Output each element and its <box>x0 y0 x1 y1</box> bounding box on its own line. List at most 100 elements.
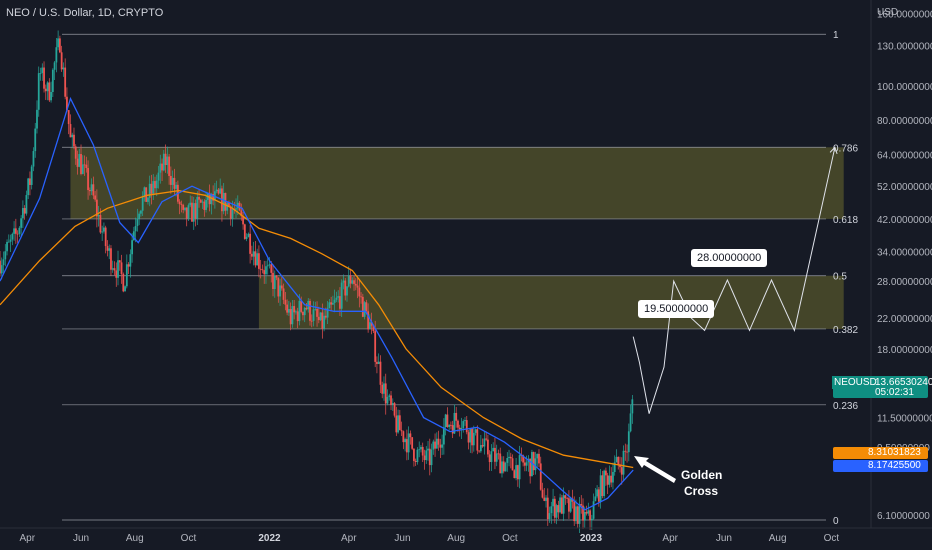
candle-body-135 <box>236 202 239 209</box>
candle-body-39 <box>67 110 70 125</box>
candle-body-232 <box>407 433 410 453</box>
candle-body-69 <box>120 262 123 274</box>
candle-body-66 <box>115 270 118 278</box>
candle-body-106 <box>185 207 188 219</box>
candle-body-194 <box>340 282 343 309</box>
candle-body-97 <box>169 175 172 185</box>
candle-body-13 <box>21 208 24 219</box>
candle-body-91 <box>159 163 162 173</box>
candle-body-139 <box>243 224 246 239</box>
candle-body-158 <box>277 277 280 297</box>
candle-body-44 <box>76 158 79 167</box>
candle-body-70 <box>122 273 125 292</box>
candle-body-190 <box>333 299 336 303</box>
candle-body-195 <box>342 280 345 283</box>
candle-body-201 <box>353 280 355 284</box>
candle-body-225 <box>395 415 398 433</box>
candle-body-220 <box>386 396 389 404</box>
candle-body-214 <box>376 361 378 365</box>
candle-body-74 <box>129 254 132 267</box>
candle-body-343 <box>603 470 606 496</box>
bar-countdown: 05:02:31 <box>875 387 914 398</box>
candle-body-245 <box>430 449 433 466</box>
candle-body-250 <box>439 444 442 448</box>
candle-body-266 <box>467 432 470 443</box>
candle-body-64 <box>111 268 114 270</box>
candle-body-233 <box>409 433 412 438</box>
fib-zones <box>70 147 844 329</box>
candle-body-272 <box>478 450 480 452</box>
candle-body-30 <box>51 69 54 92</box>
candle-body-226 <box>397 415 399 433</box>
fib-label-1: 0.786 <box>833 143 858 154</box>
candle-body-251 <box>441 444 444 448</box>
candle-body-322 <box>566 498 569 499</box>
candle-body-344 <box>605 470 607 476</box>
candle-body-128 <box>224 192 227 211</box>
candle-body-131 <box>229 206 232 219</box>
candle-body-71 <box>124 286 126 292</box>
candle-body-130 <box>228 202 230 207</box>
candle-body-51 <box>88 190 91 192</box>
candle-body-275 <box>483 438 486 447</box>
candle-body-10 <box>16 233 19 235</box>
candle-body-172 <box>302 311 304 316</box>
fib-zone-1 <box>258 275 844 329</box>
candle-body-103 <box>180 204 183 205</box>
candle-body-177 <box>310 320 313 322</box>
candle-body-302 <box>531 452 533 477</box>
candle-body-108 <box>189 202 192 206</box>
currency-label: USD <box>877 7 899 18</box>
candle-body-192 <box>337 296 340 298</box>
candle-body-292 <box>513 470 516 479</box>
candle-body-83 <box>145 187 148 202</box>
price-axis: 160.00000000 130.00000000 100.00000000 80.0… <box>877 10 932 522</box>
candle-body-41 <box>71 134 74 138</box>
candle-body-202 <box>354 283 357 286</box>
candle-body-92 <box>161 163 163 171</box>
candle-body-263 <box>462 421 465 428</box>
candle-body-86 <box>150 183 153 194</box>
candle-body-306 <box>538 453 540 464</box>
price-tick-2: 100.00000000 <box>877 82 932 93</box>
candle-body-80 <box>140 210 142 214</box>
candle-body-110 <box>192 203 195 222</box>
price-tick-1: 130.00000000 <box>877 42 932 53</box>
candle-body-87 <box>152 181 155 194</box>
candle-body-345 <box>606 475 609 485</box>
candle-body-35 <box>60 52 63 70</box>
candle-body-52 <box>90 184 93 192</box>
candle-body-46 <box>80 154 82 174</box>
candle-body-8 <box>13 228 15 234</box>
candle-body-313 <box>550 506 553 514</box>
candle-body-315 <box>553 498 556 518</box>
candle-body-325 <box>571 498 574 502</box>
candle-body-264 <box>464 420 466 422</box>
candle-body-258 <box>453 412 456 434</box>
candle-body-174 <box>305 307 308 310</box>
candle-body-76 <box>132 231 135 241</box>
candle-body-260 <box>457 420 459 428</box>
candle-body-230 <box>404 439 407 443</box>
candle-body-88 <box>154 181 156 189</box>
candle-body-152 <box>266 265 269 267</box>
candle-body-34 <box>58 38 61 53</box>
candle-body-219 <box>384 383 387 404</box>
golden-cross-arrow <box>634 456 676 483</box>
candle-body-335 <box>589 510 591 521</box>
candle-body-153 <box>268 264 271 266</box>
candles <box>0 30 634 533</box>
candle-body-354 <box>622 450 625 475</box>
candle-body-265 <box>465 420 468 433</box>
time-tick-7: Aug <box>447 533 465 544</box>
candle-body-358 <box>629 413 632 432</box>
candle-body-307 <box>539 463 542 490</box>
candle-body-96 <box>168 156 170 176</box>
candle-body-23 <box>39 73 42 74</box>
candle-body-67 <box>117 260 119 278</box>
candle-body-113 <box>198 196 200 200</box>
candle-body-353 <box>620 467 623 475</box>
candle-body-57 <box>99 215 102 233</box>
candle-body-157 <box>275 275 278 278</box>
